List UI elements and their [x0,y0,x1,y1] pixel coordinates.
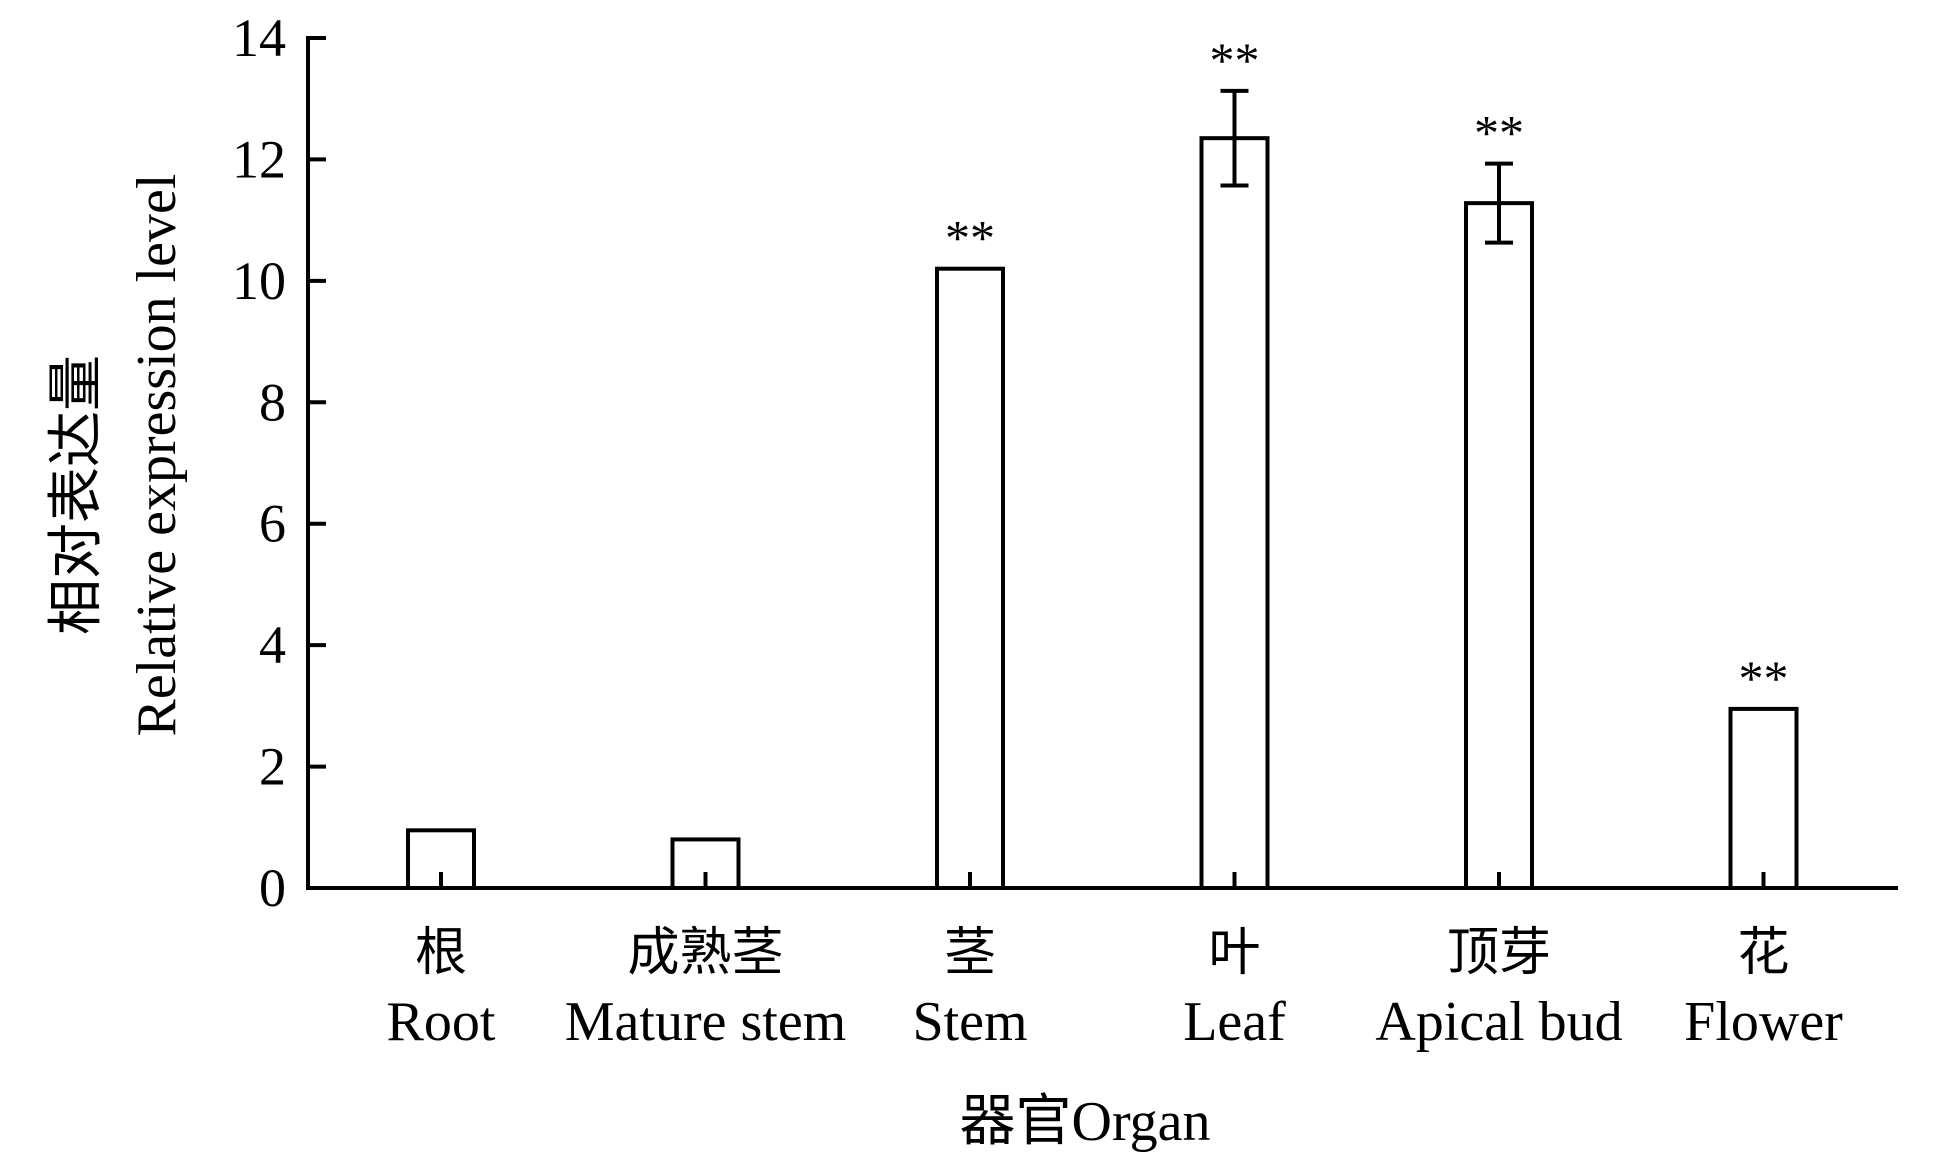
x-tick-label: Apical bud [1375,991,1622,1053]
y-tick-label: 4 [259,615,286,675]
x-tick-label-cn: 叶 [1208,925,1260,982]
x-tick-label-cn: 顶芽 [1447,925,1551,982]
x-tick-label-cn: 花 [1737,925,1789,982]
x-tick-label: Leaf [1183,991,1286,1053]
y-axis-title-cn: 相对表达量 [46,355,108,635]
y-tick-label: 2 [259,737,286,797]
significance-label: ** [1739,650,1789,706]
y-tick-label: 12 [232,129,286,189]
x-tick-label-cn: 成熟茎 [627,925,783,982]
bar [935,266,1005,890]
x-tick-label-cn: 茎 [944,925,996,982]
x-tick-label: Stem [912,991,1027,1053]
y-axis-title: 相对表达量 Relative expression level [46,174,188,737]
x-tick-label: Mature stem [565,991,846,1053]
y-tick-label: 10 [232,251,286,311]
y-ticks: 0 2 4 6 8 10 12 14 [232,8,326,918]
x-tick-label: Root [387,991,496,1053]
x-tick-labels: 根 Root 成熟茎 Mature stem 茎 Stem 叶 Leaf 顶芽 Apical bu… [387,925,1844,1053]
significance-label: ** [945,210,995,266]
y-axis-title-en: Relative expression level [126,174,188,737]
y-tick-label: 8 [259,372,286,432]
x-tick-label: Flower [1684,991,1843,1053]
y-tick-label: 0 [259,858,286,918]
x-axis-title: 器官Organ [960,1091,1211,1153]
bar [670,837,741,891]
significance-label: ** [1210,32,1260,88]
x-tick-label-cn: 根 [415,925,467,982]
axes [306,36,1898,890]
bar [1464,201,1534,890]
significance-label: ** [1474,105,1524,161]
y-tick-label: 14 [232,8,286,68]
bars: ** ** ** ** [406,32,1799,891]
bar [1199,136,1270,890]
bar [1728,706,1799,891]
y-tick-label: 6 [259,494,286,554]
